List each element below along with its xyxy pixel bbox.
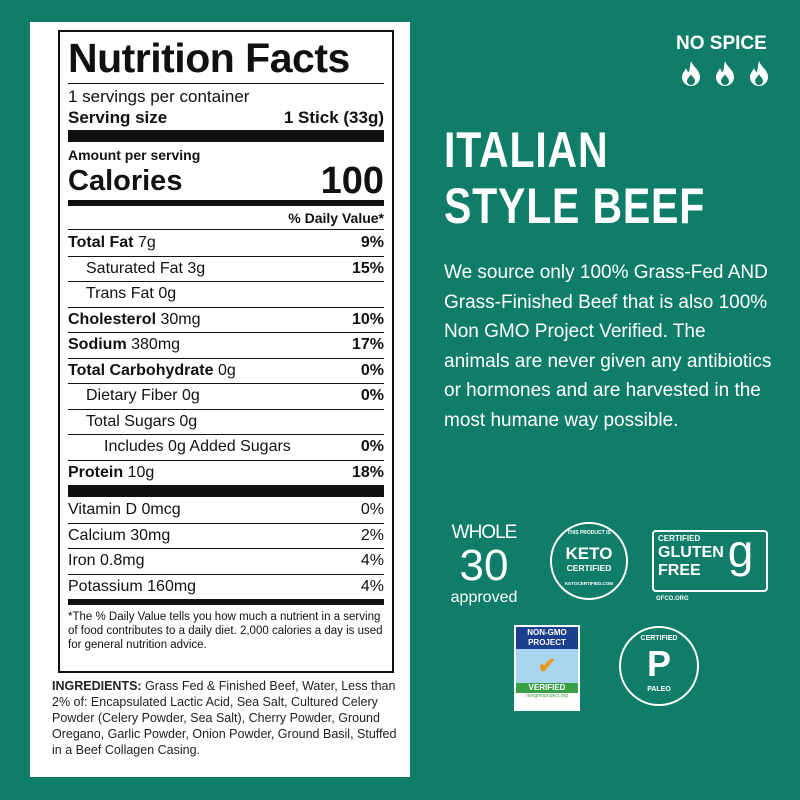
product-title-line2: STYLE BEEF [444, 178, 706, 234]
keto-certified-badge: THIS PRODUCT IS KETO CERTIFIED KETOCERTI… [550, 522, 628, 600]
nutrient-name: Dietary Fiber 0g [86, 387, 200, 405]
paleo-top: CERTIFIED [640, 635, 678, 642]
nutrient-name: Protein 10g [68, 463, 155, 481]
serving-size-row: Serving size 1 Stick (33g) [68, 106, 384, 130]
nutrient-dv: 15% [351, 259, 384, 277]
paleo-bottom: PALEO [647, 686, 671, 693]
product-title: ITALIAN STYLE BEEF [444, 122, 705, 234]
dv-header: % Daily Value* [68, 206, 384, 230]
product-description: We source only 100% Grass-Fed AND Grass-… [444, 262, 772, 431]
whole30-badge: WHOLE 30 approved [446, 522, 522, 607]
vitamin-name: Calcium 30mg [68, 526, 171, 544]
keto-top: THIS PRODUCT IS [567, 530, 611, 536]
nutrient-row: Total Fat 7g 9% [68, 230, 384, 256]
nutrient-dv: 10% [351, 310, 384, 328]
spice-level-label: NO SPICE [676, 33, 767, 54]
nutrient-row: Sodium 380mg 17% [68, 332, 384, 358]
footnote: *The % Daily Value tells you how much a … [68, 611, 383, 651]
divider [68, 485, 384, 497]
divider [68, 200, 384, 206]
vitamin-list: Vitamin D 0mcg 0% Calcium 30mg 2% Iron 0.8mg… [68, 497, 384, 599]
nutrient-row: Dietary Fiber 0g 0% [68, 383, 384, 409]
amount-per-serving: Amount per serving [68, 142, 384, 163]
vitamin-dv: 4% [360, 577, 384, 595]
nutrient-dv: 0% [360, 361, 384, 379]
vitamin-name: Iron 0.8mg [68, 552, 145, 570]
nutrient-name: Total Sugars 0g [86, 412, 198, 430]
butterfly-icon: ✔ [516, 649, 578, 683]
divider [68, 599, 384, 605]
calories-value: 100 [320, 160, 384, 202]
nutrition-panel: Nutrition Facts 1 servings per container… [30, 22, 410, 777]
nutrient-name: Total Carbohydrate 0g [68, 361, 236, 379]
ingredients-label: INGREDIENTS: [52, 679, 142, 693]
flame-icon [716, 61, 734, 86]
gluten-top: CERTIFIED [658, 534, 701, 543]
product-title-line1: ITALIAN [444, 122, 609, 178]
nongmo-bottom: nongmoproject.org [526, 693, 568, 699]
whole30-line3: approved [450, 589, 518, 606]
whole30-line2: 30 [459, 541, 509, 590]
nutrient-dv: 0% [360, 438, 384, 456]
gluten-bottom: GFCO.ORG [656, 596, 689, 602]
nutrient-name: Cholesterol 30mg [68, 310, 201, 328]
nutrition-facts-label: Nutrition Facts 1 servings per container… [58, 30, 394, 673]
vitamin-name: Vitamin D 0mcg [68, 500, 181, 518]
paleo-certified-badge: CERTIFIED P PALEO [619, 626, 699, 706]
vitamin-dv: 0% [360, 500, 384, 518]
nutrient-list: Total Fat 7g 9% Saturated Fat 3g 15% Trans F… [68, 230, 384, 485]
nutrient-dv: 17% [351, 336, 384, 354]
vitamin-row: Calcium 30mg 2% [68, 522, 384, 549]
gluten-main2: FREE [658, 562, 701, 579]
nongmo-top1: NON-GMO [527, 628, 567, 637]
ingredients-text: Grass Fed & Finished Beef, Water, Less t… [52, 679, 397, 757]
flame-icon [682, 61, 700, 86]
calories-row: Calories 100 [68, 162, 384, 200]
nutrient-row: Total Carbohydrate 0g 0% [68, 357, 384, 384]
gluten-main1: GLUTEN [658, 544, 724, 561]
vitamin-dv: 2% [360, 526, 384, 544]
servings-per-container: 1 servings per container [68, 84, 384, 106]
serving-size-value: 1 Stick (33g) [283, 108, 384, 127]
nutrient-row: Trans Fat 0g [68, 281, 384, 307]
nutrient-dv: 18% [351, 463, 384, 481]
nutrient-row: Total Sugars 0g [68, 408, 384, 435]
keto-bottom: KETOCERTIFIED.COM [565, 581, 613, 586]
calories-label: Calories [68, 164, 183, 197]
amount-text: Amount per serving [68, 147, 201, 163]
flame-icon [750, 61, 768, 86]
vitamin-row: Potassium 160mg 4% [68, 573, 384, 600]
nongmo-top2: PROJECT [528, 638, 566, 647]
nutrient-name: Saturated Fat 3g [86, 259, 206, 277]
nutrient-name: Includes 0g Added Sugars [104, 438, 291, 456]
divider [68, 130, 384, 142]
nutrient-row: Cholesterol 30mg 10% [68, 306, 384, 333]
serving-size-label: Serving size [68, 108, 168, 127]
non-gmo-badge: NON-GMO PROJECT ✔ VERIFIED nongmoproject.… [514, 625, 580, 711]
ingredients: INGREDIENTS: Grass Fed & Finished Beef, … [52, 678, 402, 758]
nutrient-name: Trans Fat 0g [86, 285, 177, 303]
nutrient-name: Total Fat 7g [68, 233, 156, 251]
nutrient-row: Saturated Fat 3g 15% [68, 255, 384, 282]
nutrient-dv: 9% [360, 233, 384, 251]
label-title: Nutrition Facts [68, 32, 384, 84]
keto-certified: CERTIFIED [566, 563, 612, 573]
nutrient-name: Sodium 380mg [68, 336, 181, 354]
vitamin-row: Iron 0.8mg 4% [68, 548, 384, 574]
nutrient-row: Includes 0g Added Sugars 0% [68, 434, 384, 460]
servings-text: 1 servings per container [68, 87, 250, 106]
keto-main: KETO [565, 544, 613, 563]
vitamin-name: Potassium 160mg [68, 577, 197, 595]
nutrient-row: Protein 10g 18% [68, 459, 384, 486]
vitamin-row: Vitamin D 0mcg 0% [68, 497, 384, 523]
spice-level-flames [678, 60, 772, 86]
gluten-free-badge: CERTIFIED GLUTEN FREE g GFCO.ORG [652, 525, 768, 602]
whole30-line1: WHOLE [451, 522, 518, 543]
nongmo-main: VERIFIED [516, 683, 578, 693]
gluten-text: CERTIFIED GLUTEN FREE [658, 534, 724, 580]
vitamin-dv: 4% [360, 552, 384, 570]
gluten-g-icon: g [727, 525, 754, 577]
nutrient-dv: 0% [360, 387, 384, 405]
paleo-p: P [646, 643, 671, 684]
